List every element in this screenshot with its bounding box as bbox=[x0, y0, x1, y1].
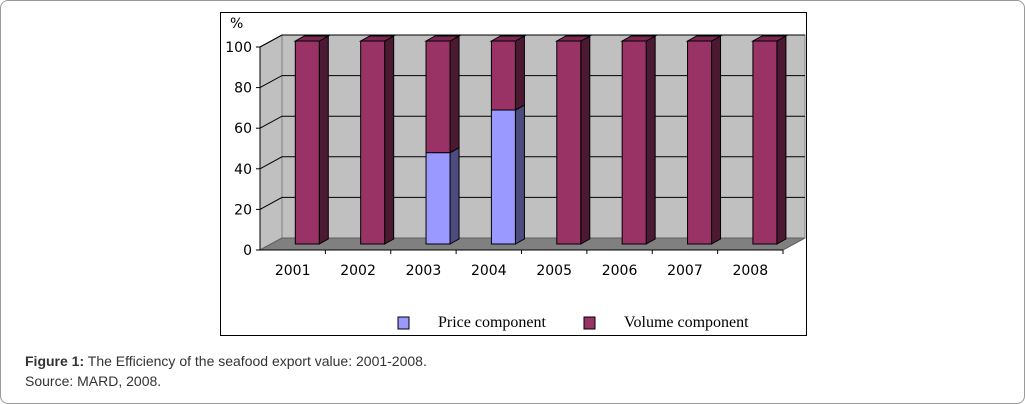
bar-2004-volume-component bbox=[490, 40, 516, 111]
bar-side-2001-1 bbox=[318, 35, 329, 245]
bar-side-2006-1 bbox=[645, 35, 656, 245]
y-tick-label: 60 bbox=[234, 121, 252, 137]
x-tick-label: 2001 bbox=[275, 263, 311, 279]
bar-top-2001 bbox=[293, 35, 331, 42]
legend-swatch-1 bbox=[583, 316, 596, 330]
x-tick-label: 2003 bbox=[406, 263, 442, 279]
gridline bbox=[259, 34, 805, 48]
bar-side-2007-1 bbox=[711, 35, 722, 245]
y-tick-label: 20 bbox=[234, 202, 252, 218]
x-tick-label: 2008 bbox=[732, 263, 768, 279]
bar-2006-volume-component bbox=[621, 40, 647, 245]
y-axis-label: % bbox=[230, 16, 243, 32]
bar-top-2008 bbox=[750, 35, 788, 42]
bar-2005-volume-component bbox=[556, 40, 582, 245]
bar-top-2006 bbox=[620, 35, 658, 42]
bar-2007-volume-component bbox=[687, 40, 713, 245]
bar-2001-volume-component bbox=[294, 40, 320, 245]
x-tick-label: 2005 bbox=[536, 263, 572, 279]
bar-2003-price-component bbox=[425, 152, 451, 245]
floor bbox=[259, 237, 806, 251]
bar-side-2002-1 bbox=[384, 35, 395, 245]
bar-side-2004-0 bbox=[514, 104, 525, 245]
y-tick-label: 40 bbox=[234, 162, 252, 178]
caption-text: The Efficiency of the seafood export val… bbox=[84, 353, 427, 369]
bar-side-2003-1 bbox=[449, 35, 460, 154]
bar-2003-volume-component bbox=[425, 40, 451, 154]
bar-side-2008-1 bbox=[776, 35, 787, 245]
x-tick-label: 2006 bbox=[602, 263, 638, 279]
side-wall bbox=[259, 34, 283, 251]
figure-caption: Figure 1: The Efficiency of the seafood … bbox=[25, 351, 427, 391]
bar-top-2007 bbox=[685, 35, 723, 42]
y-tick-label: 100 bbox=[225, 40, 252, 56]
caption-label: Figure 1: bbox=[25, 353, 85, 369]
legend-swatch-0 bbox=[397, 316, 410, 330]
bar-2002-volume-component bbox=[360, 40, 386, 245]
bar-side-2005-1 bbox=[580, 35, 591, 245]
x-tick-label: 2002 bbox=[340, 263, 376, 279]
legend-label-0: Price component bbox=[438, 314, 547, 331]
bar-2008-volume-component bbox=[752, 40, 778, 245]
bar-top-2004 bbox=[489, 35, 527, 42]
y-tick-label: 0 bbox=[243, 243, 252, 259]
bar-side-2003-0 bbox=[449, 146, 460, 245]
bar-top-2003 bbox=[424, 35, 461, 42]
bar-top-2005 bbox=[554, 35, 592, 42]
x-tick-label: 2004 bbox=[471, 263, 507, 279]
y-tick-label: 80 bbox=[234, 81, 252, 97]
x-tick-label: 2007 bbox=[667, 263, 703, 279]
bar-top-2002 bbox=[358, 35, 396, 42]
bar-side-2004-1 bbox=[514, 35, 525, 111]
legend-label-1: Volume component bbox=[624, 314, 749, 331]
caption-source: Source: MARD, 2008. bbox=[25, 373, 162, 389]
bar-2004-price-component bbox=[490, 109, 516, 245]
